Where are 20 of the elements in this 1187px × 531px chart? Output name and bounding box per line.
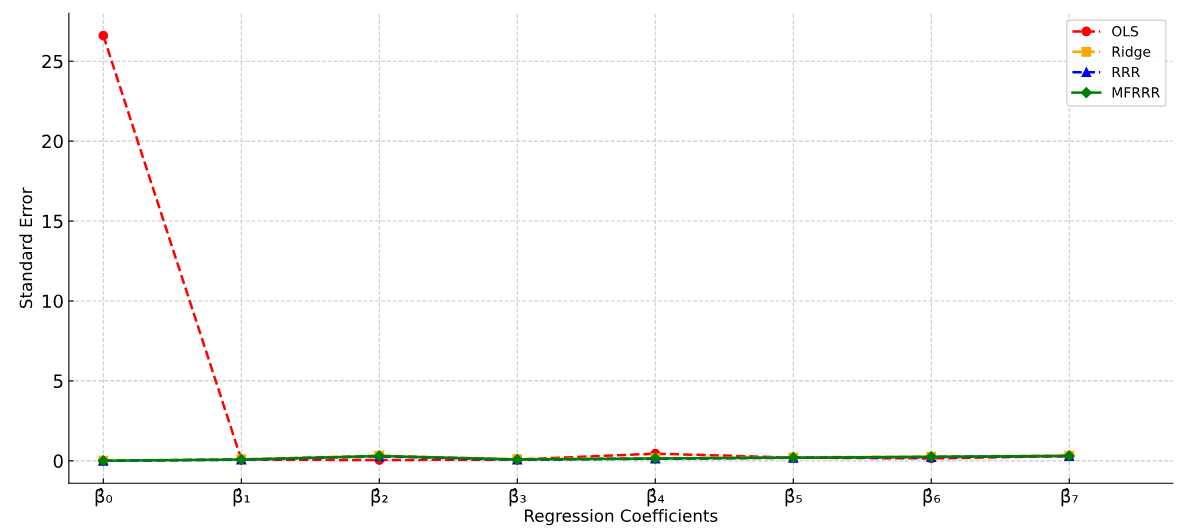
x-tick-label: β̂₄ xyxy=(647,488,665,507)
y-tick-label: 20 xyxy=(42,134,63,149)
legend-label: MFRRR xyxy=(1112,87,1160,98)
legend-label: Ridge xyxy=(1112,46,1151,60)
x-tick-label: β̂₂ xyxy=(371,488,388,507)
legend-label: RRR xyxy=(1112,66,1140,78)
x-tick-label: β̂₃ xyxy=(509,488,526,507)
x-axis-title: Regression Coefficients xyxy=(525,509,718,526)
x-tick-label: β̂₆ xyxy=(923,488,941,507)
y-tick-label: 25 xyxy=(42,54,63,69)
y-tick-label: 5 xyxy=(53,374,63,389)
y-tick-label: 10 xyxy=(42,294,63,309)
y-axis-title: Standard Error xyxy=(19,187,33,309)
y-tick-label: 15 xyxy=(42,214,63,229)
x-tick-label: β̂₇ xyxy=(1061,488,1078,507)
legend-label: OLS xyxy=(1112,26,1139,37)
x-tick-label: β̂₀ xyxy=(95,488,113,507)
x-tick-label: β̂₅ xyxy=(785,488,802,507)
y-tick-label: 0 xyxy=(53,454,63,468)
x-tick-label: β̂₁ xyxy=(233,488,250,507)
